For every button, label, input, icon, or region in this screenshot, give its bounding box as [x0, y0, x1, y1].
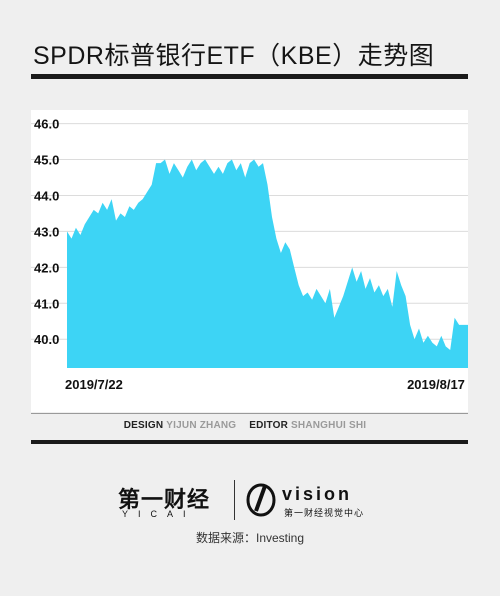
- y-tick-label: 43.0: [34, 224, 59, 239]
- yicai-logo-wordmark: 第一财经: [118, 487, 211, 512]
- vision-mark-icon: [246, 483, 276, 517]
- y-tick-label: 42.0: [34, 260, 59, 275]
- yicai-logo: 第一财经 YICAI: [118, 482, 228, 524]
- price-chart: 46.0 45.0 44.0 43.0 42.0 41.0 40.0 2019/7/22 2…: [31, 117, 468, 392]
- x-tick-label-start: 2019/7/22: [65, 377, 123, 392]
- price-area: [67, 159, 468, 368]
- logo-bar: 第一财经 YICAI vision 第一财经视觉中心: [0, 478, 500, 528]
- editor-name: SHANGHUI SHI: [291, 420, 367, 431]
- title-rule: [31, 74, 468, 79]
- chart-card: 46.0 45.0 44.0 43.0 42.0 41.0 40.0 2019/7/22 2…: [31, 110, 468, 412]
- y-tick-label: 40.0: [34, 332, 59, 347]
- yicai-logo-subtext: YICAI: [122, 509, 196, 519]
- editor-role: EDITOR: [249, 420, 289, 431]
- logo-divider: [234, 480, 235, 520]
- vision-logo-wordmark: vision: [282, 484, 353, 504]
- vision-logo: vision 第一财经视觉中心: [244, 480, 394, 524]
- y-tick-label: 46.0: [34, 117, 59, 132]
- y-tick-label: 41.0: [34, 296, 59, 311]
- design-role: DESIGN: [123, 420, 164, 431]
- y-axis-ticks: 46.0 45.0 44.0 43.0 42.0 41.0 40.0: [34, 117, 59, 348]
- y-tick-label: 45.0: [34, 153, 59, 168]
- design-name: YIJUN ZHANG: [166, 420, 237, 431]
- y-tick-label: 44.0: [34, 188, 59, 203]
- chart-title: SPDR标普银行ETF（KBE）走势图: [33, 42, 435, 70]
- x-tick-label-end: 2019/8/17: [407, 377, 465, 392]
- credits: DESIGN YIJUN ZHANG EDITOR SHANGHUI SHI: [0, 420, 500, 431]
- vision-logo-subtext: 第一财经视觉中心: [284, 508, 365, 518]
- data-source: 数据来源：Investing: [195, 531, 305, 545]
- credit-rule: [31, 413, 468, 414]
- footer-rule: [31, 440, 468, 444]
